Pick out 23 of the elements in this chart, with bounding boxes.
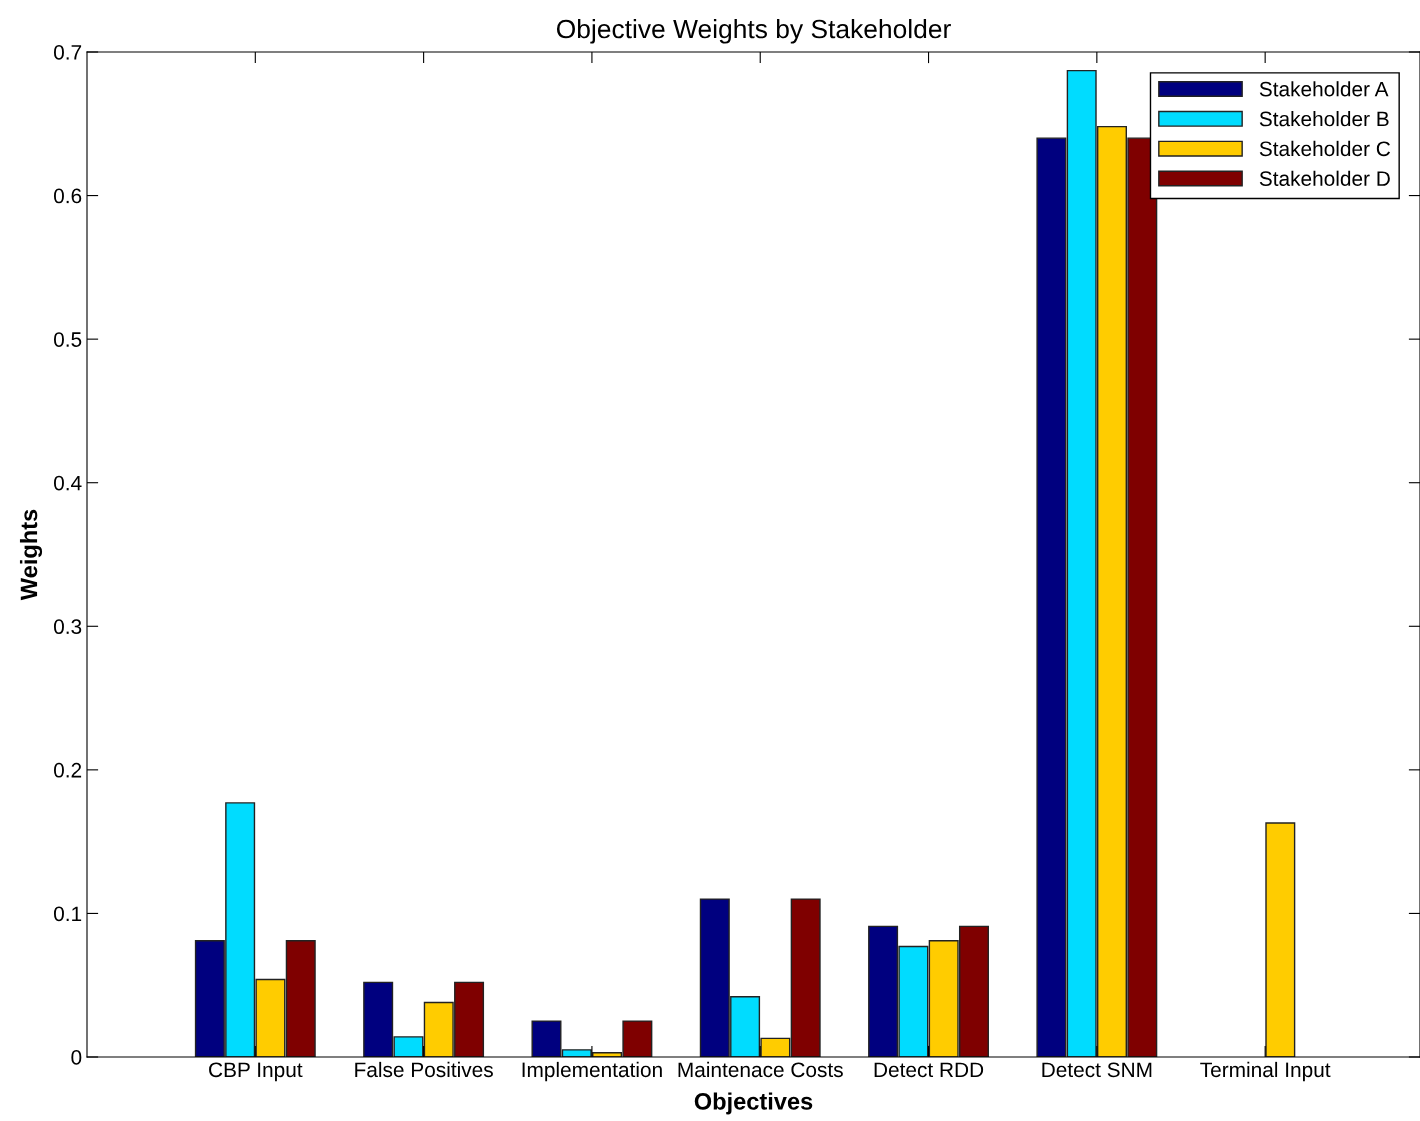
x-axis-title: Objectives (694, 1092, 813, 1115)
x-tick-label: False Positives (355, 1061, 493, 1078)
x-tick-label: CBP Input (209, 1062, 303, 1082)
x-tick-label: Detect RDD (874, 1062, 984, 1078)
y-tick-label: 0.7 (53, 45, 82, 60)
y-tick-label: 0.1 (53, 906, 82, 922)
y-tick-label: 0.2 (53, 762, 82, 778)
y-tick-label: 0.4 (53, 475, 82, 491)
y-tick-label: 0 (71, 1050, 82, 1065)
y-axis-title: Weights (19, 509, 43, 601)
y-tick-label: 0.5 (53, 332, 82, 347)
legend-label: Stakeholder C (1259, 140, 1391, 157)
x-tick-label: Detect SNM (1042, 1062, 1152, 1078)
legend-label: Stakeholder D (1259, 170, 1390, 186)
bar (1265, 822, 1296, 1057)
chart-title: Objective Weights by Stakeholder (556, 18, 951, 44)
legend-label: Stakeholder A (1259, 81, 1389, 97)
legend-label: Stakeholder B (1259, 111, 1389, 127)
x-tick-label: Implementation (522, 1061, 662, 1082)
y-tick-label: 0.6 (53, 188, 82, 204)
y-tick-label: 0.3 (53, 619, 82, 635)
x-tick-label: Terminal Input (1200, 1061, 1331, 1082)
x-tick-label: Maintenace Costs (678, 1061, 843, 1078)
